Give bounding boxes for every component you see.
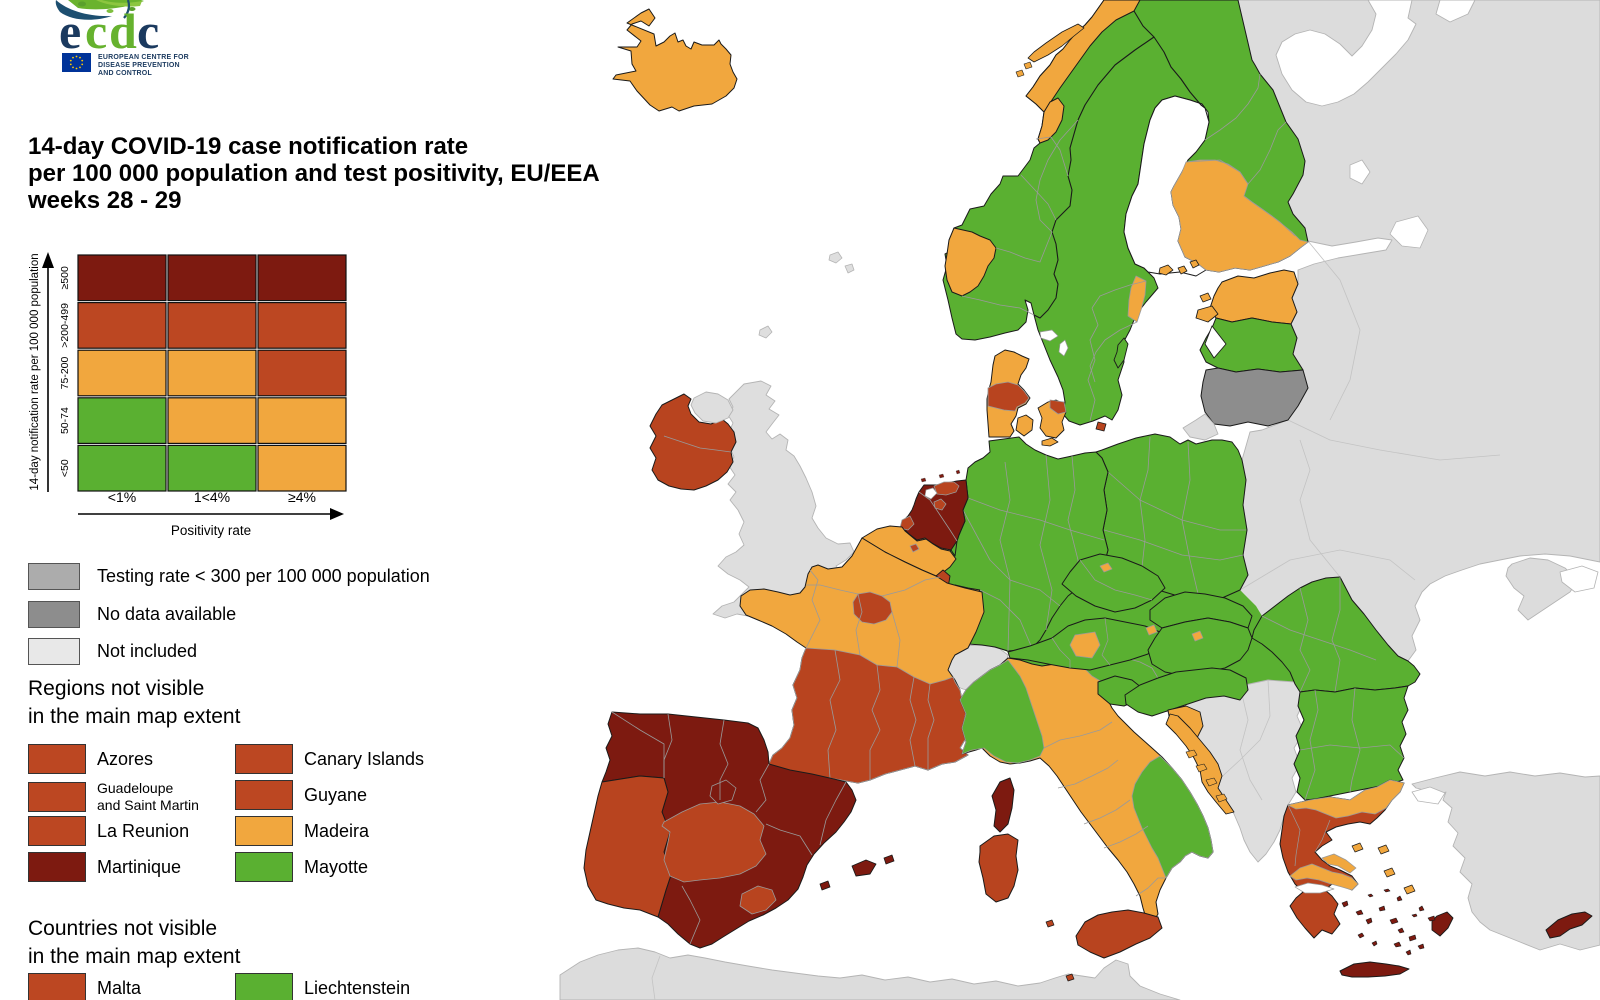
svg-text:c: c [85, 3, 107, 59]
svg-text:AND CONTROL: AND CONTROL [98, 70, 152, 77]
svg-text:d: d [109, 3, 137, 59]
svg-text:>200-499: >200-499 [59, 303, 71, 348]
svg-text:EUROPEAN CENTRE FOR: EUROPEAN CENTRE FOR [98, 54, 189, 61]
svg-text:50-74: 50-74 [59, 407, 71, 434]
svg-text:<50: <50 [59, 459, 71, 477]
svg-text:DISEASE PREVENTION: DISEASE PREVENTION [98, 62, 180, 69]
svg-text:75-200: 75-200 [59, 356, 71, 389]
svg-text:14-day notification rate per 1: 14-day notification rate per 100 000 pop… [29, 253, 41, 490]
svg-text:≥4%: ≥4% [288, 489, 316, 505]
svg-text:Positivity rate: Positivity rate [171, 523, 251, 538]
svg-text:≥500: ≥500 [59, 266, 71, 289]
svg-text:c: c [137, 3, 159, 59]
svg-text:e: e [59, 3, 81, 59]
svg-text:1<4%: 1<4% [194, 489, 230, 505]
svg-text:<1%: <1% [108, 489, 136, 505]
